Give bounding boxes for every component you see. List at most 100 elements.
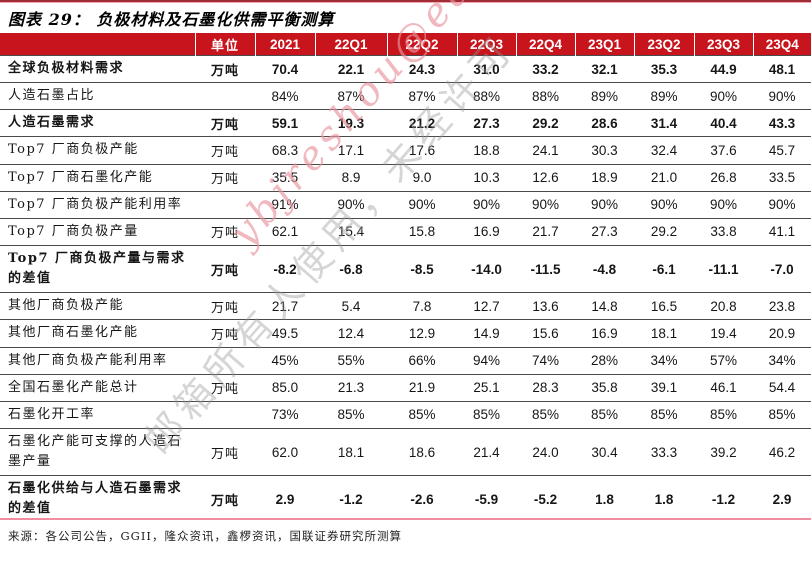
value-cell: 19.3 (315, 109, 387, 137)
value-cell: 32.4 (634, 136, 694, 165)
row-label: 人造石墨需求 (0, 109, 195, 137)
value-cell: 34% (753, 346, 811, 375)
value-cell: 46.2 (753, 427, 811, 476)
value-cell: 49.5 (255, 319, 315, 348)
value-cell: 34% (634, 346, 694, 375)
header-period: 23Q1 (574, 33, 634, 56)
value-cell: 7.8 (387, 292, 457, 320)
value-cell: 90% (753, 82, 811, 110)
value-cell: 85% (753, 400, 811, 429)
value-cell: 57% (694, 346, 753, 375)
value-cell: 15.4 (315, 217, 387, 246)
value-cell: -1.2 (315, 475, 387, 523)
value-cell: 14.9 (457, 319, 516, 348)
value-cell: 16.9 (575, 319, 634, 348)
table-row: 全球负极材料需求 万吨 70.4 22.1 24.3 31.0 33.2 32.1 35.3 44… (0, 54, 811, 83)
unit-cell: 万吨 (195, 475, 255, 523)
table-row: Top7 厂商负极产量与需求的差值 万吨 -8.2 -6.8 -8.5 -14.0 -11.… (0, 244, 811, 293)
value-cell: 28% (575, 346, 634, 375)
table-row: Top7 厂商石墨化产能 万吨 35.5 8.9 9.0 10.3 12.6 18.9 21.0… (0, 163, 811, 192)
value-cell: 89% (634, 82, 694, 110)
header-label-spacer (0, 33, 195, 56)
value-cell: 33.3 (634, 427, 694, 476)
value-cell: 89% (575, 82, 634, 110)
table-row: 石墨化开工率 73% 85% 85% 85% 85% 85% 85% 85% 85% (0, 400, 811, 429)
unit-cell: 万吨 (195, 373, 255, 402)
value-cell: 5.4 (315, 292, 387, 320)
value-cell: 46.1 (694, 373, 753, 402)
unit-cell: 万吨 (195, 217, 255, 246)
header-period: 22Q4 (515, 33, 575, 56)
value-cell: 45.7 (753, 136, 811, 165)
value-cell: 33.5 (753, 163, 811, 192)
value-cell: 29.2 (516, 109, 575, 137)
value-cell: 15.8 (387, 217, 457, 246)
value-cell: 85% (516, 400, 575, 429)
value-cell: 13.6 (516, 292, 575, 320)
value-cell: 17.6 (387, 136, 457, 165)
source-note: 来源：各公司公告，GGII，隆众资讯，鑫椤资讯，国联证券研究所测算 (8, 529, 402, 543)
value-cell: 9.0 (387, 163, 457, 192)
value-cell: 85% (315, 400, 387, 429)
value-cell: 21.3 (315, 373, 387, 402)
row-label: 其他厂商负极产能 (0, 292, 195, 320)
header-period: 22Q3 (456, 33, 516, 56)
value-cell: 90% (753, 190, 811, 219)
value-cell: 87% (387, 82, 457, 110)
value-cell: 33.2 (516, 54, 575, 83)
value-cell: 74% (516, 346, 575, 375)
value-cell: 90% (315, 190, 387, 219)
value-cell: 32.1 (575, 54, 634, 83)
value-cell: -1.2 (694, 475, 753, 523)
value-cell: -5.9 (457, 475, 516, 523)
row-label: Top7 厂商石墨化产能 (0, 163, 195, 192)
unit-cell: 万吨 (195, 319, 255, 348)
value-cell: 35.3 (634, 54, 694, 83)
value-cell: -6.1 (634, 244, 694, 293)
value-cell: 31.4 (634, 109, 694, 137)
header-period: 23Q4 (752, 33, 811, 56)
value-cell: 21.9 (387, 373, 457, 402)
value-cell: 1.8 (575, 475, 634, 523)
value-cell: 87% (315, 82, 387, 110)
value-cell: -11.1 (694, 244, 753, 293)
value-cell: 66% (387, 346, 457, 375)
row-label: 人造石墨占比 (0, 82, 195, 110)
unit-cell (195, 346, 255, 375)
value-cell: 12.9 (387, 319, 457, 348)
value-cell: 17.1 (315, 136, 387, 165)
table-row: 其他厂商负极产能利用率 45% 55% 66% 94% 74% 28% 34% 57% 34% (0, 346, 811, 375)
table-row: Top7 厂商负极产能利用率 91% 90% 90% 90% 90% 90% 90% 90% 90… (0, 190, 811, 219)
value-cell: 94% (457, 346, 516, 375)
unit-cell (195, 190, 255, 219)
value-cell: 30.4 (575, 427, 634, 476)
value-cell: 18.8 (457, 136, 516, 165)
value-cell: 68.3 (255, 136, 315, 165)
value-cell: 30.3 (575, 136, 634, 165)
value-cell: 62.0 (255, 427, 315, 476)
value-cell: 33.8 (694, 217, 753, 246)
value-cell: 90% (457, 190, 516, 219)
value-cell: 18.1 (634, 319, 694, 348)
table-row: 人造石墨占比 84% 87% 87% 88% 88% 89% 89% 90% 90% (0, 82, 811, 110)
value-cell: 73% (255, 400, 315, 429)
value-cell: 40.4 (694, 109, 753, 137)
value-cell: 24.0 (516, 427, 575, 476)
header-period: 22Q1 (314, 33, 387, 56)
bottom-rule (0, 518, 811, 520)
value-cell: 48.1 (753, 54, 811, 83)
value-cell: 10.3 (457, 163, 516, 192)
value-cell: 59.1 (255, 109, 315, 137)
value-cell: 18.6 (387, 427, 457, 476)
value-cell: 16.5 (634, 292, 694, 320)
value-cell: 21.7 (255, 292, 315, 320)
unit-cell: 万吨 (195, 292, 255, 320)
value-cell: 35.5 (255, 163, 315, 192)
value-cell: 12.4 (315, 319, 387, 348)
value-cell: -11.5 (516, 244, 575, 293)
value-cell: 85% (694, 400, 753, 429)
value-cell: 31.0 (457, 54, 516, 83)
table-row: Top7 厂商负极产能 万吨 68.3 17.1 17.6 18.8 24.1 30.3 32.… (0, 136, 811, 165)
unit-cell (195, 400, 255, 429)
table-row: 其他厂商石墨化产能 万吨 49.5 12.4 12.9 14.9 15.6 16.9 18.1 1… (0, 319, 811, 348)
